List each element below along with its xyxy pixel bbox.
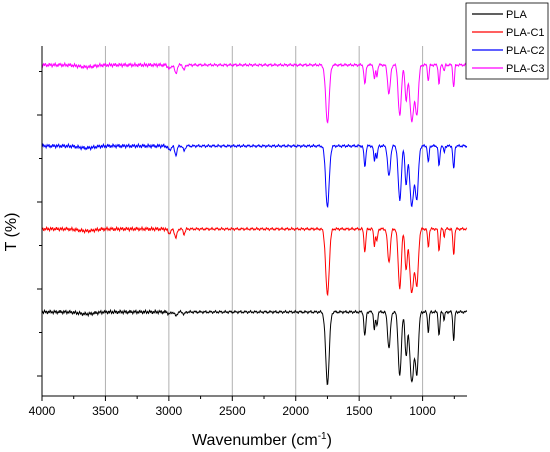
x-tick-label-3000: 3000: [156, 404, 183, 418]
x-tick-label-4000: 4000: [29, 404, 56, 418]
grid-lines: [104, 46, 424, 396]
y-ticks: [37, 71, 42, 377]
legend-label-pla: PLA: [506, 9, 527, 21]
x-axis-label-sup: -1: [318, 431, 327, 442]
legend-label-pla-c3: PLA-C3: [506, 63, 545, 75]
x-tick-label-1000: 1000: [409, 404, 436, 418]
y-axis-label: T (%): [3, 213, 20, 252]
legend-label-pla-c1: PLA-C1: [506, 27, 545, 39]
x-axis-label-close: ): [327, 432, 332, 449]
x-tick-label-2000: 2000: [282, 404, 309, 418]
series-line-pla-c1: [41, 225, 468, 297]
legend-label-pla-c2: PLA-C2: [506, 45, 545, 57]
x-tick-label-1500: 1500: [346, 404, 373, 418]
series-line-pla: [41, 308, 468, 386]
x-tick-label-2500: 2500: [219, 404, 246, 418]
series-group: [41, 61, 468, 386]
legend-box: [465, 2, 549, 80]
series-line-pla-c2: [41, 142, 468, 209]
x-axis-label-main: Wavenumber (cm: [192, 432, 318, 449]
x-ticks: 4000 3500 3000 2500 2000 1500 1000: [29, 396, 455, 418]
x-axis-label: Wavenumber (cm-1): [192, 431, 332, 449]
series-line-pla-c3: [41, 61, 467, 124]
x-tick-label-3500: 3500: [92, 404, 119, 418]
legend: PLA PLA-C1 PLA-C2 PLA-C3: [465, 2, 549, 80]
axes: [41, 46, 467, 397]
